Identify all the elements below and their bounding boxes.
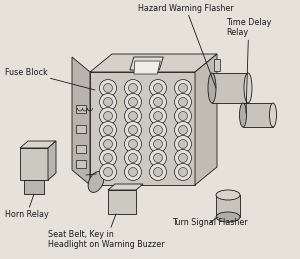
Circle shape	[175, 121, 191, 139]
Text: Hazard Warning Flasher: Hazard Warning Flasher	[138, 4, 234, 88]
Text: Fuse Block: Fuse Block	[5, 68, 95, 90]
Polygon shape	[134, 61, 160, 74]
Polygon shape	[72, 57, 90, 185]
FancyBboxPatch shape	[24, 180, 44, 194]
Circle shape	[154, 97, 163, 106]
Circle shape	[124, 121, 142, 139]
Circle shape	[100, 80, 116, 97]
Circle shape	[103, 83, 112, 92]
FancyBboxPatch shape	[216, 195, 240, 217]
Polygon shape	[195, 54, 217, 185]
Text: Turn Signal Flasher: Turn Signal Flasher	[172, 217, 248, 227]
FancyBboxPatch shape	[76, 145, 86, 153]
Circle shape	[100, 149, 116, 167]
Ellipse shape	[88, 172, 104, 192]
Circle shape	[128, 112, 137, 120]
Circle shape	[154, 112, 163, 120]
FancyBboxPatch shape	[214, 59, 220, 71]
Circle shape	[149, 163, 167, 181]
Circle shape	[175, 93, 191, 111]
Text: Seat Belt, Key in
Headlight on Warning Buzzer: Seat Belt, Key in Headlight on Warning B…	[48, 214, 165, 249]
Text: Horn Relay: Horn Relay	[5, 194, 49, 219]
Circle shape	[149, 93, 167, 111]
Circle shape	[154, 154, 163, 162]
Circle shape	[178, 168, 188, 176]
Circle shape	[154, 140, 163, 148]
Circle shape	[103, 154, 112, 162]
Circle shape	[103, 126, 112, 134]
Circle shape	[100, 93, 116, 111]
Circle shape	[149, 107, 167, 125]
Circle shape	[175, 107, 191, 125]
Ellipse shape	[208, 73, 216, 103]
Circle shape	[175, 135, 191, 153]
Circle shape	[178, 97, 188, 106]
Circle shape	[128, 154, 137, 162]
Circle shape	[128, 83, 137, 92]
Circle shape	[103, 97, 112, 106]
Ellipse shape	[216, 212, 240, 222]
Circle shape	[178, 83, 188, 92]
Circle shape	[128, 168, 137, 176]
Circle shape	[149, 149, 167, 167]
FancyBboxPatch shape	[212, 73, 248, 103]
FancyBboxPatch shape	[20, 148, 48, 180]
Circle shape	[128, 140, 137, 148]
Circle shape	[178, 154, 188, 162]
Polygon shape	[130, 57, 163, 70]
Circle shape	[103, 140, 112, 148]
Polygon shape	[48, 141, 56, 180]
FancyBboxPatch shape	[76, 160, 86, 168]
Circle shape	[103, 168, 112, 176]
Polygon shape	[90, 54, 217, 72]
Ellipse shape	[244, 73, 252, 103]
Circle shape	[175, 80, 191, 97]
Ellipse shape	[216, 190, 240, 200]
Circle shape	[100, 121, 116, 139]
Circle shape	[149, 121, 167, 139]
Ellipse shape	[239, 103, 247, 127]
Polygon shape	[90, 72, 195, 185]
Circle shape	[149, 80, 167, 97]
Text: Time Delay
Relay: Time Delay Relay	[226, 18, 272, 113]
Circle shape	[124, 93, 142, 111]
FancyBboxPatch shape	[76, 125, 86, 133]
FancyBboxPatch shape	[243, 103, 273, 127]
Circle shape	[124, 107, 142, 125]
Circle shape	[175, 149, 191, 167]
Circle shape	[149, 135, 167, 153]
Circle shape	[100, 135, 116, 153]
Polygon shape	[20, 141, 56, 148]
Circle shape	[100, 163, 116, 181]
Polygon shape	[108, 184, 143, 190]
Circle shape	[154, 126, 163, 134]
Circle shape	[103, 112, 112, 120]
Circle shape	[128, 126, 137, 134]
Circle shape	[124, 163, 142, 181]
FancyBboxPatch shape	[76, 105, 86, 113]
FancyBboxPatch shape	[108, 190, 136, 214]
Circle shape	[124, 80, 142, 97]
Circle shape	[128, 97, 137, 106]
Circle shape	[178, 126, 188, 134]
Circle shape	[175, 163, 191, 181]
Circle shape	[178, 112, 188, 120]
Circle shape	[100, 107, 116, 125]
Circle shape	[124, 149, 142, 167]
Circle shape	[178, 140, 188, 148]
Circle shape	[154, 83, 163, 92]
Circle shape	[124, 135, 142, 153]
Circle shape	[154, 168, 163, 176]
Ellipse shape	[269, 103, 277, 127]
